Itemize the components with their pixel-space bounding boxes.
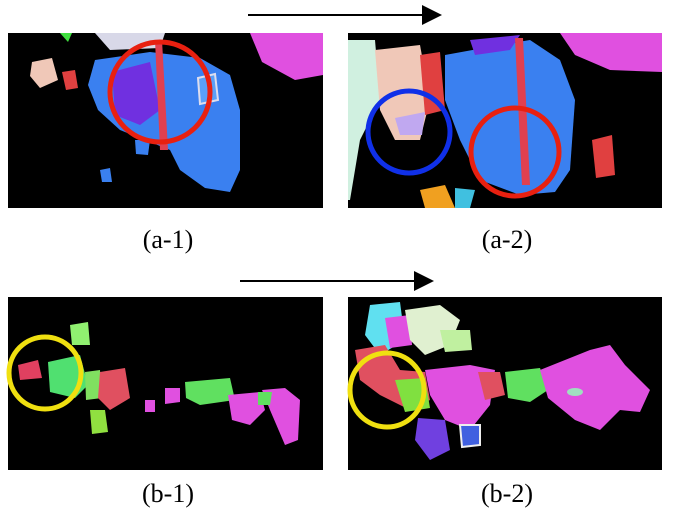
panel-label: (a-1): [143, 225, 194, 254]
panel-image: [6, 297, 323, 470]
panel-label: (b-2): [481, 479, 533, 508]
panel-label: (b-1): [142, 479, 194, 508]
panel-image: [348, 33, 662, 208]
panel-image: [347, 297, 662, 470]
panel-label: (a-2): [482, 225, 533, 254]
panel-image: [8, 33, 323, 208]
